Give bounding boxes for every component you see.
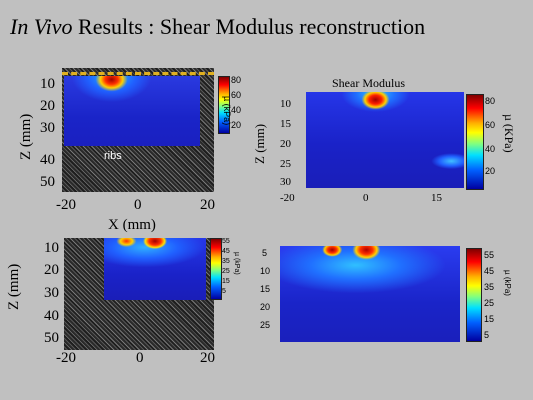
y-tick: 50: [40, 174, 55, 190]
colorbar-1: [218, 76, 230, 134]
elasticity-overlay-1: [64, 76, 200, 146]
cbar-tick: 60: [485, 120, 496, 130]
y-tick: 25: [280, 158, 291, 170]
y-axis-label: Z (mm): [18, 113, 34, 160]
x-axis-label: X (mm): [108, 217, 156, 233]
y-tick: 40: [40, 152, 55, 168]
x-tick: -20: [56, 197, 76, 213]
y-tick: 40: [44, 308, 59, 324]
slide-title: In Vivo Results : Shear Modulus reconstr…: [10, 14, 425, 40]
cbar-tick: 80: [485, 96, 496, 106]
y-tick: 15: [280, 118, 291, 130]
y-tick: 20: [40, 98, 55, 114]
cbar-tick: 20: [485, 166, 496, 176]
y-tick: 30: [280, 176, 291, 188]
slide-title-rest: Results : Shear Modulus reconstruction: [72, 14, 426, 39]
cbar-tick: 55: [222, 238, 230, 245]
y-tick: 20: [260, 302, 271, 312]
slide-title-italic: In Vivo: [10, 14, 73, 39]
cbar-unit: µ (KPa): [502, 114, 516, 153]
x-tick: -20: [56, 350, 76, 366]
shear-modulus-map: [306, 92, 464, 188]
y-tick: 25: [260, 320, 271, 330]
y-tick: 15: [260, 284, 271, 294]
panel-1: 80 60 40 20 µ (kPa) ribs Z (mm) 10 20 30…: [0, 60, 250, 233]
colorbar-2: [466, 94, 484, 190]
cbar-tick: 55: [484, 250, 495, 260]
shear-modulus-map-2: [280, 246, 460, 342]
panel-2: Shear Modulus Z (mm) 10 15 20 25 30 -20 …: [250, 70, 533, 220]
ribs-label: ribs: [104, 150, 122, 162]
cbar-tick: 5: [484, 330, 490, 340]
cbar-tick: 15: [484, 314, 495, 324]
y-tick: 5: [262, 248, 268, 258]
dashed-border: [62, 72, 214, 75]
cbar-tick: 80: [231, 75, 242, 85]
y-tick: 30: [40, 120, 55, 136]
cbar-tick: 25: [222, 268, 230, 275]
y-axis-label: Z (mm): [252, 123, 267, 164]
y-axis-label: Z (mm): [6, 263, 22, 310]
x-tick: 0: [134, 197, 142, 213]
cbar-tick: 20: [231, 120, 242, 130]
colorbar-3: [210, 238, 222, 300]
elasticity-overlay-3: [104, 238, 206, 300]
y-tick: 10: [280, 98, 291, 110]
x-tick: 0: [363, 192, 369, 204]
cbar-tick: 5: [222, 288, 226, 295]
x-tick: 15: [431, 192, 442, 204]
y-tick: 10: [260, 266, 271, 276]
cbar-tick: 25: [484, 298, 495, 308]
y-tick: 20: [44, 262, 59, 278]
cbar-tick: 40: [231, 105, 242, 115]
x-tick: 20: [200, 197, 215, 213]
x-tick: 20: [200, 350, 215, 366]
y-tick: 10: [44, 240, 59, 256]
cbar-unit: µ (kPa): [222, 96, 232, 126]
cbar-unit: µ (kPa): [503, 270, 512, 296]
cbar-tick: 15: [222, 278, 230, 285]
y-tick: 50: [44, 330, 59, 346]
panel-4: 5 10 15 20 25 55 45 35 25 15 5 µ (kPa): [250, 240, 533, 350]
colorbar-4: [466, 248, 482, 342]
cbar-tick: 60: [231, 90, 242, 100]
cbar-tick: 35: [484, 282, 495, 292]
cbar-tick: 45: [484, 266, 495, 276]
cbar-tick: 45: [222, 248, 230, 255]
y-tick: 30: [44, 285, 59, 301]
x-tick: 0: [136, 350, 144, 366]
x-tick: -20: [280, 192, 295, 204]
panel-2-title: Shear Modulus: [332, 76, 405, 90]
cbar-tick: 40: [485, 144, 496, 154]
cbar-tick: 35: [222, 258, 230, 265]
cbar-unit: µ (kPa): [233, 252, 240, 275]
y-tick: 10: [40, 76, 55, 92]
panel-3: 55 45 35 25 15 5 µ (kPa) Z (mm) 10 20 30…: [0, 230, 250, 400]
y-tick: 20: [280, 138, 291, 150]
